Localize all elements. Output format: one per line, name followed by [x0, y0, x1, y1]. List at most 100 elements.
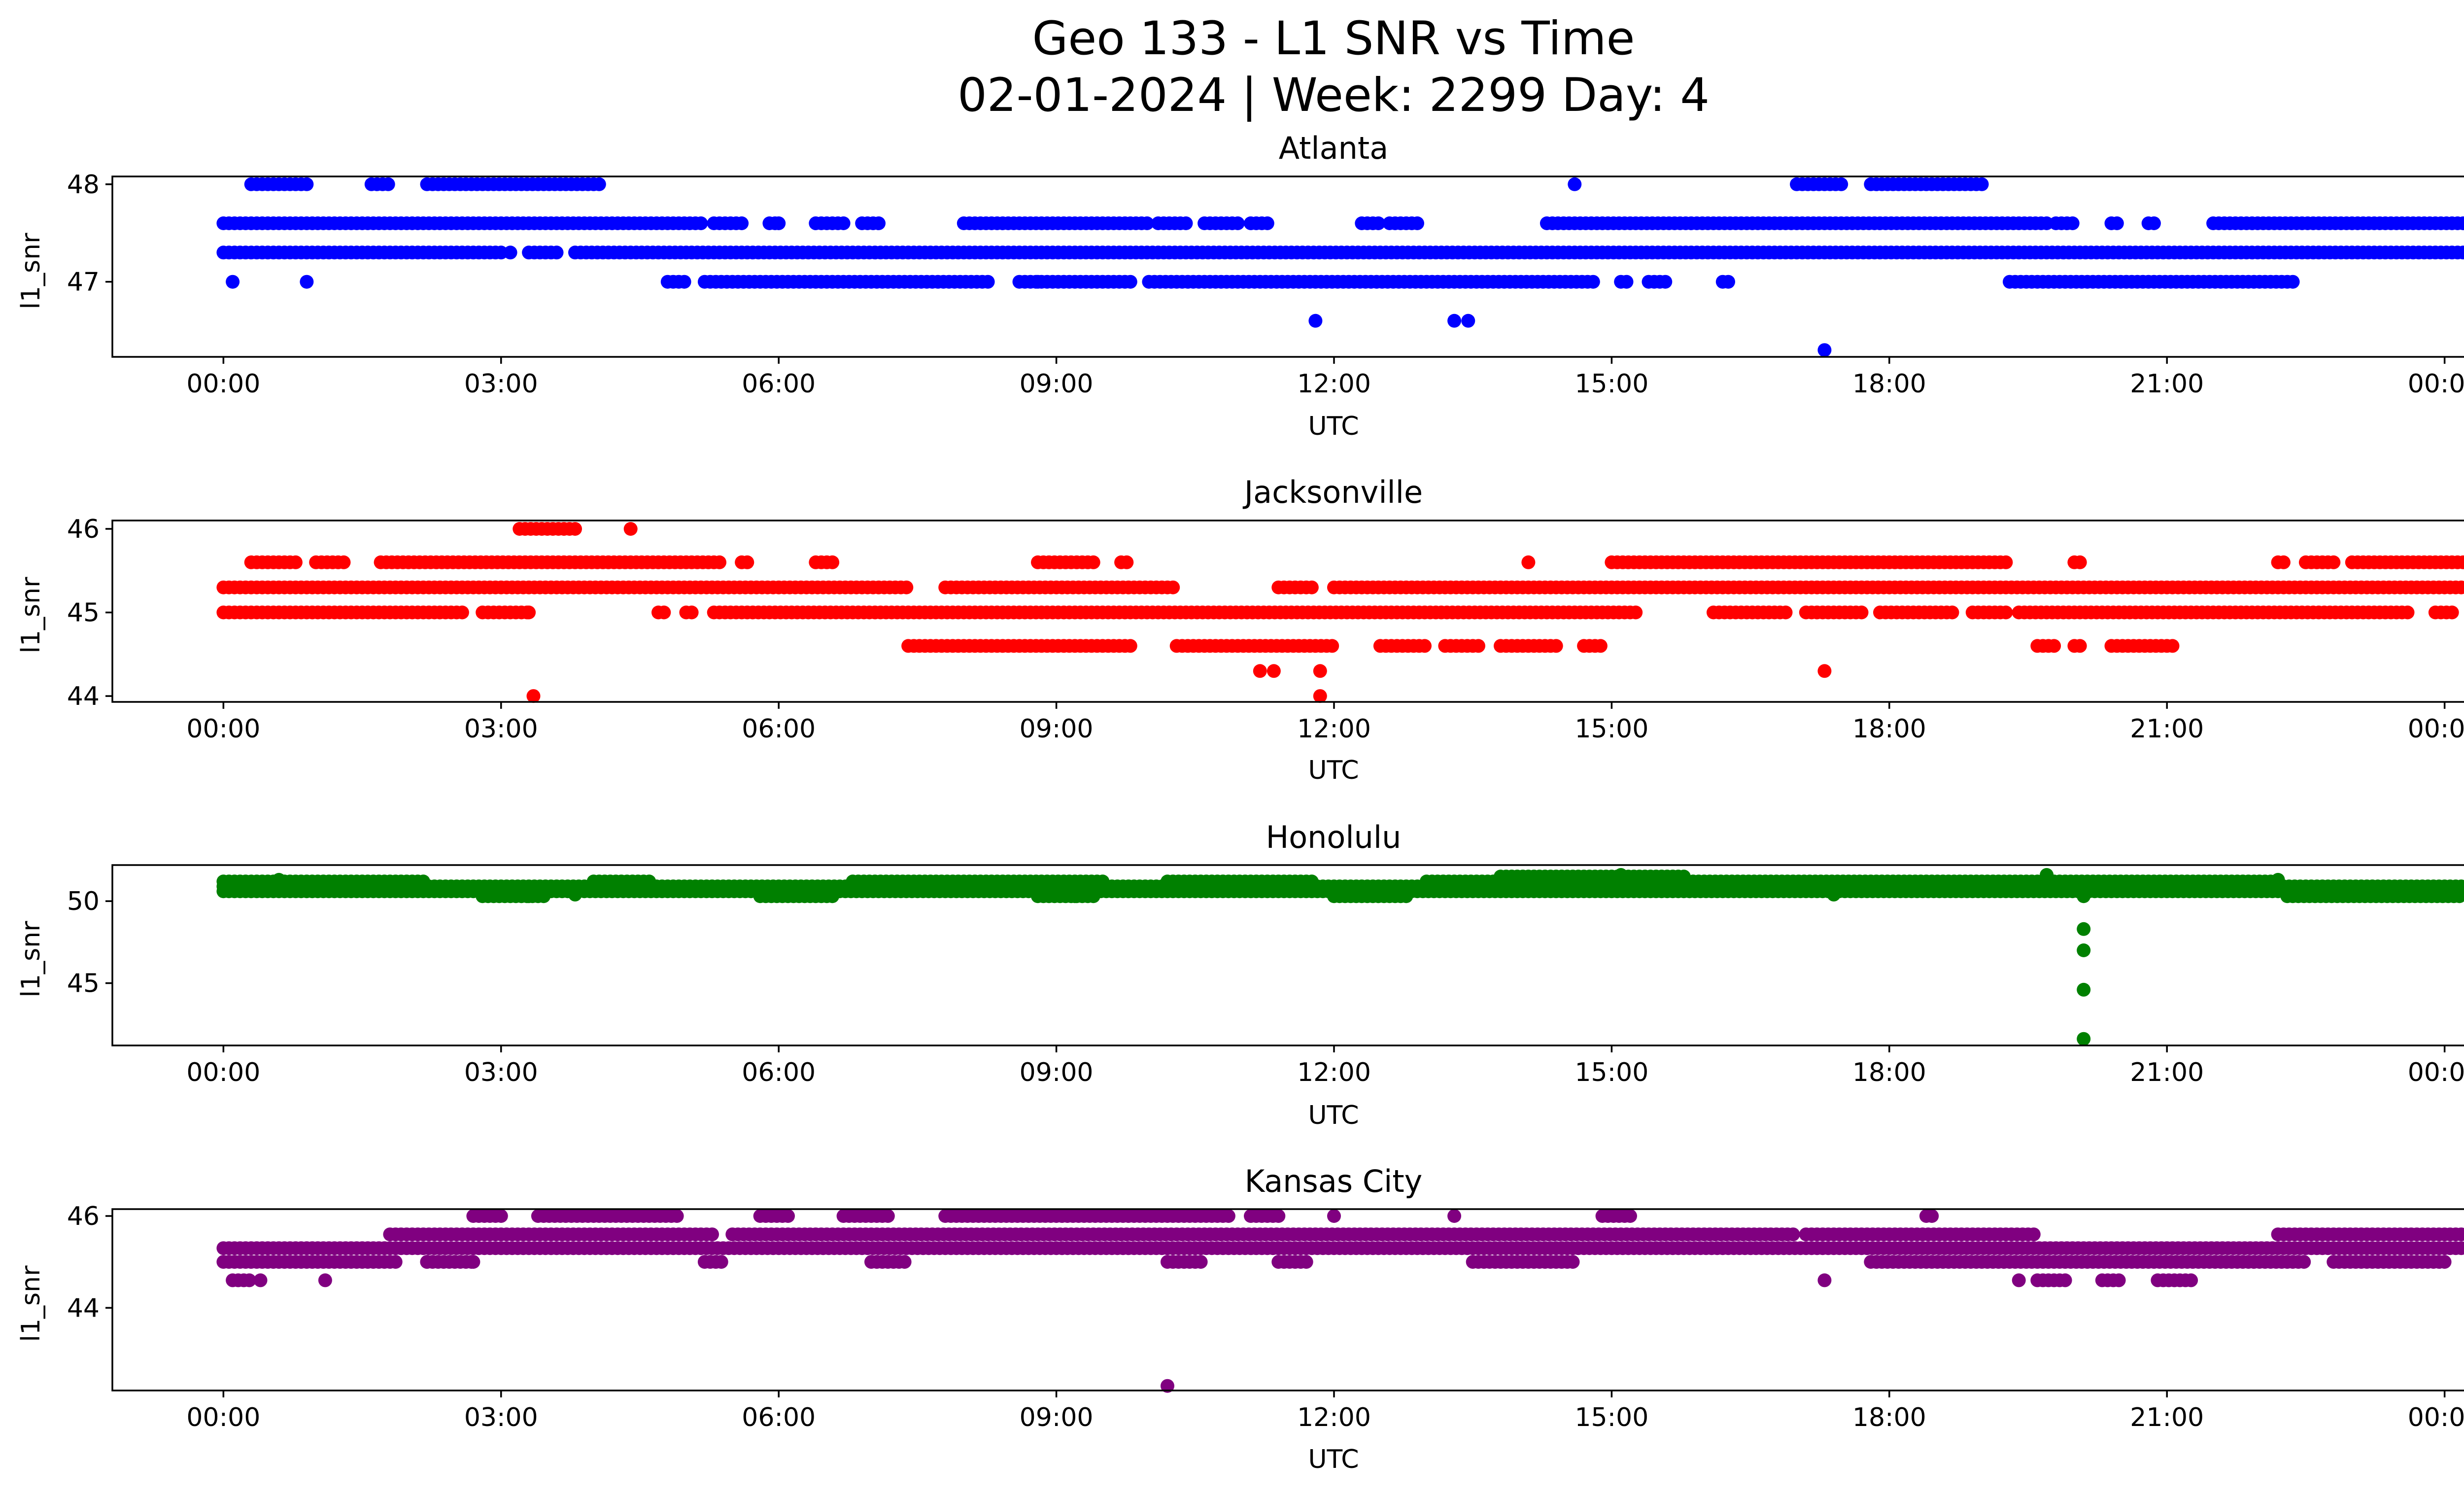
data-point	[1123, 275, 1137, 289]
series-row-3	[466, 1209, 1939, 1223]
x-tick-label: 06:00	[742, 1403, 816, 1432]
data-point	[1271, 1209, 1286, 1223]
data-point	[1566, 1255, 1580, 1269]
data-point	[1086, 555, 1100, 569]
x-tick-label: 09:00	[1020, 714, 1094, 744]
data-point	[253, 1273, 268, 1287]
data-point	[2462, 218, 2464, 229]
data-point	[881, 1209, 895, 1223]
data-point	[1586, 275, 1600, 289]
data-point	[1399, 889, 1413, 904]
data-point	[1304, 580, 1319, 594]
figure-title-line2: 02-01-2024 | Week: 2299 Day: 4	[958, 69, 1710, 122]
x-tick-label: 21:00	[2130, 714, 2204, 744]
data-point	[1834, 177, 1848, 191]
data-point	[522, 605, 536, 620]
data-point	[1140, 216, 1154, 230]
data-point	[1068, 889, 1082, 904]
series-row-2	[216, 605, 2459, 620]
data-point	[2077, 1032, 2091, 1046]
data-point	[2327, 555, 2341, 569]
data-point	[1308, 313, 1323, 328]
data-point	[781, 1209, 795, 1223]
data-point	[1327, 1209, 1341, 1223]
data-point	[2445, 605, 2459, 620]
y-tick-label: 44	[67, 1293, 100, 1323]
x-tick-label: 03:00	[464, 1058, 538, 1087]
y-tick-label: 45	[67, 598, 100, 628]
x-tick-label: 21:00	[2130, 369, 2204, 399]
data-point	[2112, 1273, 2126, 1287]
y-tick-label: 46	[67, 515, 100, 544]
x-tick-label: 15:00	[1574, 369, 1648, 399]
x-tick-label: 06:00	[742, 714, 816, 744]
data-point	[568, 522, 582, 536]
data-point	[549, 245, 564, 260]
data-point	[526, 689, 541, 703]
series-row-3	[1494, 869, 1691, 884]
data-point	[872, 216, 886, 230]
data-point	[494, 1209, 508, 1223]
data-point	[2452, 889, 2464, 904]
data-point	[1161, 1379, 1174, 1393]
data-point	[2040, 868, 2054, 882]
data-point	[677, 275, 691, 289]
data-point	[2437, 1255, 2452, 1269]
y-tick-label: 45	[67, 969, 100, 999]
data-point	[1179, 216, 1193, 230]
data-point	[1549, 639, 1563, 653]
data-point	[1999, 555, 2013, 569]
axes-frame	[111, 175, 2464, 358]
data-point	[657, 605, 671, 620]
data-point	[2077, 922, 2091, 936]
x-tick-label: 00:00	[186, 1058, 260, 1087]
data-point	[2276, 555, 2291, 569]
data-point	[337, 555, 351, 569]
data-point	[1166, 580, 1180, 594]
y-tick-label: 50	[67, 887, 100, 916]
data-point	[1779, 605, 1793, 620]
data-point	[1472, 639, 1485, 653]
data-point	[1623, 1209, 1637, 1223]
data-point	[272, 872, 286, 887]
subplot-kansas-city: Kansas City UTC l1_snr 00:00 03:00 06:00 09…	[16, 1163, 2464, 1474]
data-point	[2077, 943, 2091, 957]
x-tick-label: 12:00	[1297, 1058, 1371, 1087]
data-point	[735, 216, 749, 230]
data-point	[1313, 689, 1327, 703]
x-tick-label: 15:00	[1574, 1058, 1648, 1087]
series-row-0	[244, 555, 2464, 569]
data-point	[1120, 555, 1134, 569]
y-tick-label: 44	[67, 682, 100, 711]
data-point	[300, 275, 314, 289]
data-point	[2462, 247, 2464, 258]
x-tick-label: 21:00	[2130, 1058, 2204, 1087]
plot-area	[216, 177, 2464, 357]
data-point	[899, 580, 914, 594]
x-axis-label: UTC	[1308, 1101, 1359, 1130]
data-point	[1945, 605, 1959, 620]
data-point	[694, 216, 708, 230]
data-point	[2047, 639, 2061, 653]
data-point	[466, 1255, 480, 1269]
data-point	[2286, 275, 2300, 289]
x-tick-label: 09:00	[1020, 1403, 1094, 1432]
data-point	[242, 1273, 256, 1287]
series-row-3	[901, 639, 2180, 653]
data-point	[1371, 216, 1386, 230]
data-point	[1410, 216, 1424, 230]
data-point	[318, 1273, 332, 1287]
x-tick-label: 21:00	[2130, 1403, 2204, 1432]
subplot-title: Atlanta	[1279, 130, 1388, 166]
data-point	[897, 1255, 912, 1269]
data-point	[2065, 216, 2080, 230]
data-point	[1304, 874, 1319, 889]
data-point	[705, 1227, 719, 1242]
outlier-points	[253, 1209, 2026, 1393]
x-tick-label: 00:00	[186, 369, 260, 399]
subplot-atlanta: Atlanta UTC l1_snr 00:00 03:00 06:00 09:00 1…	[16, 130, 2464, 441]
data-point	[684, 605, 699, 620]
data-point	[825, 555, 840, 569]
data-point	[2460, 1228, 2464, 1241]
x-tick-label: 03:00	[464, 714, 538, 744]
